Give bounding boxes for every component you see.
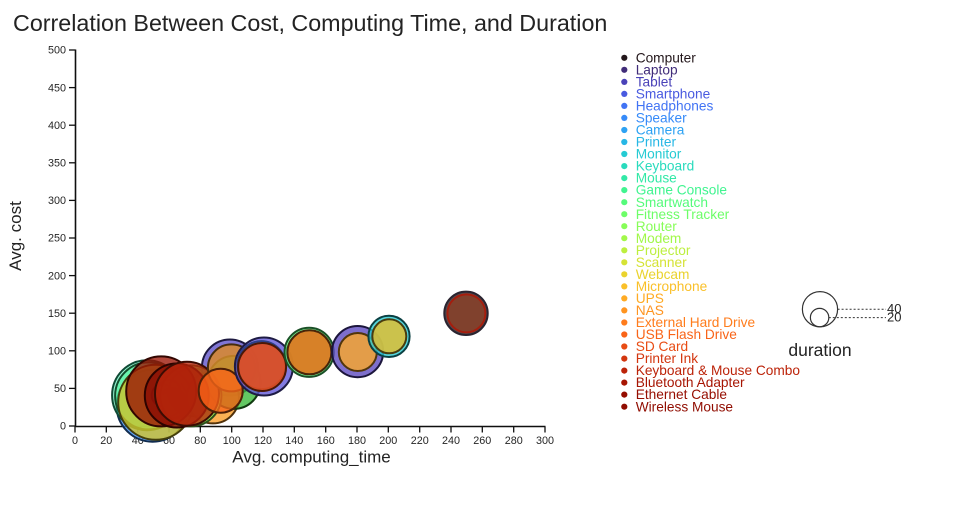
svg-text:200: 200 (48, 270, 66, 282)
svg-text:duration: duration (788, 340, 851, 360)
svg-text:180: 180 (348, 435, 366, 447)
svg-text:Router: Router (636, 219, 678, 234)
svg-text:External Hard Drive: External Hard Drive (636, 315, 755, 330)
svg-text:300: 300 (48, 195, 66, 207)
svg-text:Correlation Between Cost, Comp: Correlation Between Cost, Computing Time… (13, 10, 607, 36)
svg-text:Smartphone: Smartphone (636, 87, 711, 102)
svg-text:Printer Ink: Printer Ink (636, 351, 699, 366)
svg-text:Scanner: Scanner (636, 255, 687, 270)
svg-text:SD Card: SD Card (636, 339, 688, 354)
svg-text:Fitness Tracker: Fitness Tracker (636, 207, 730, 222)
svg-text:Bluetooth Adapter: Bluetooth Adapter (636, 375, 745, 390)
svg-text:Avg. cost: Avg. cost (6, 201, 25, 271)
svg-text:80: 80 (194, 435, 206, 447)
svg-text:400: 400 (48, 120, 66, 132)
svg-text:20: 20 (887, 310, 901, 325)
svg-text:Headphones: Headphones (636, 99, 714, 114)
svg-text:0: 0 (60, 421, 66, 433)
svg-text:500: 500 (48, 45, 66, 57)
svg-text:Wireless Mouse: Wireless Mouse (636, 399, 733, 414)
svg-text:350: 350 (48, 158, 66, 170)
svg-text:Camera: Camera (636, 123, 685, 138)
svg-text:Avg. computing_time: Avg. computing_time (232, 448, 390, 467)
svg-text:250: 250 (48, 233, 66, 245)
svg-text:Printer: Printer (636, 135, 677, 150)
svg-text:UPS: UPS (636, 291, 664, 306)
svg-text:Computer: Computer (636, 50, 697, 65)
svg-text:50: 50 (54, 383, 66, 395)
svg-text:40: 40 (887, 301, 901, 316)
svg-text:USB Flash Drive: USB Flash Drive (636, 327, 737, 342)
svg-text:NAS: NAS (636, 303, 664, 318)
svg-text:Speaker: Speaker (636, 111, 687, 126)
svg-text:100: 100 (48, 346, 66, 358)
svg-text:Ethernet Cable: Ethernet Cable (636, 387, 727, 402)
svg-text:Tablet: Tablet (636, 75, 673, 90)
svg-text:Mouse: Mouse (636, 171, 677, 186)
svg-text:280: 280 (505, 435, 523, 447)
svg-text:Game Console: Game Console (636, 183, 727, 198)
svg-text:Laptop: Laptop (636, 62, 678, 77)
svg-text:Projector: Projector (636, 243, 691, 258)
svg-text:220: 220 (411, 435, 429, 447)
svg-text:150: 150 (48, 308, 66, 320)
svg-text:120: 120 (254, 435, 272, 447)
svg-text:450: 450 (48, 82, 66, 94)
svg-text:100: 100 (223, 435, 241, 447)
svg-text:160: 160 (317, 435, 335, 447)
svg-text:260: 260 (473, 435, 491, 447)
svg-text:140: 140 (285, 435, 303, 447)
svg-text:Modem: Modem (636, 231, 682, 246)
svg-text:Keyboard: Keyboard (636, 159, 695, 174)
svg-text:Monitor: Monitor (636, 147, 682, 162)
svg-text:200: 200 (379, 435, 397, 447)
svg-text:Webcam: Webcam (636, 267, 690, 282)
svg-text:Smartwatch: Smartwatch (636, 195, 708, 210)
svg-text:240: 240 (442, 435, 460, 447)
svg-text:Keyboard & Mouse Combo: Keyboard & Mouse Combo (636, 363, 801, 378)
svg-text:0: 0 (72, 435, 78, 447)
svg-text:Microphone: Microphone (636, 279, 708, 294)
svg-text:300: 300 (536, 435, 554, 447)
svg-text:20: 20 (100, 435, 112, 447)
